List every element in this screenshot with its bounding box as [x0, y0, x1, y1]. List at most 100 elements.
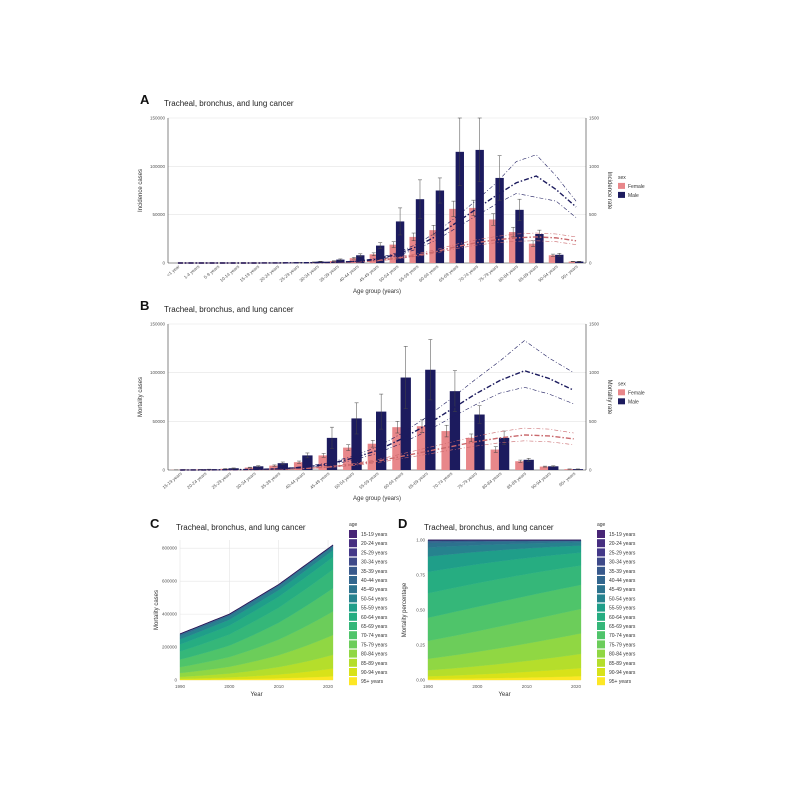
- bar-female: [568, 261, 578, 263]
- x-tick-label: 35-39 years: [260, 470, 282, 490]
- legend-swatch: [618, 398, 625, 405]
- legend-swatch: [597, 612, 605, 621]
- x-tick-label: 95+ years: [560, 263, 579, 280]
- legend-swatch: [349, 576, 357, 584]
- legend-label: 35-39 years: [609, 569, 636, 575]
- x-tick-label: 15-19 years: [239, 263, 261, 283]
- x-tick-label: 30-34 years: [299, 263, 321, 283]
- legend-swatch: [597, 649, 605, 658]
- x-tick-label: 30-34 years: [235, 470, 257, 490]
- legend-label: 15-19 years: [361, 532, 388, 538]
- x-tick-label: 55-59 years: [358, 470, 380, 490]
- bar-female: [429, 230, 438, 263]
- y-tick-label: 0.25: [416, 643, 425, 648]
- legend-swatch: [349, 603, 357, 612]
- legend-swatch: [597, 585, 605, 594]
- legend-label: 90-94 years: [361, 670, 388, 676]
- y-tick-label: 0.00: [416, 678, 425, 683]
- x-tick-label: 45-49 years: [358, 263, 380, 283]
- x-tick-label: 95+ years: [558, 470, 577, 487]
- legend-swatch: [597, 539, 605, 548]
- y-tick-label: 600000: [162, 579, 178, 584]
- x-tick-label: 2020: [571, 684, 582, 689]
- y-tick-label: 0: [174, 678, 177, 683]
- bar-male: [336, 259, 345, 263]
- x-tick-label: 15-19 years: [162, 470, 184, 490]
- x-tick-label: 10-14 years: [219, 263, 241, 283]
- bar-female: [515, 461, 526, 470]
- x-axis-label: Year: [498, 692, 510, 698]
- y2-tick-label: 1000: [589, 164, 600, 169]
- legend-label: 85-89 years: [361, 661, 388, 667]
- x-tick-label: 2000: [472, 684, 483, 689]
- x-tick-label: 2020: [323, 684, 334, 689]
- bar-male: [415, 199, 425, 263]
- x-tick-label: 90-94 years: [537, 263, 559, 283]
- bar-male: [356, 255, 365, 263]
- legend-title: age: [349, 522, 358, 528]
- bar-male: [425, 369, 436, 470]
- legend-swatch: [349, 640, 357, 649]
- legend-swatch: [349, 649, 357, 658]
- legend-swatch: [597, 640, 605, 649]
- y-tick-label: 150000: [150, 116, 166, 121]
- legend-swatch: [597, 677, 605, 686]
- panel-A: A Tracheal, bronchus, and lung cancer 0 500…: [138, 92, 645, 295]
- legend-label: 45-49 years: [361, 587, 388, 593]
- bar-female: [466, 437, 477, 470]
- legend-label: 95+ years: [609, 679, 632, 685]
- bar-female: [318, 455, 329, 470]
- panel-letter-A: A: [140, 92, 150, 107]
- legend-label: 40-44 years: [609, 578, 636, 584]
- legend-label: Male: [628, 193, 639, 199]
- panel-C: C Tracheal, bronchus, and lung cancer 0 200…: [150, 516, 388, 698]
- bar-male: [474, 414, 485, 470]
- bar-female: [392, 427, 403, 470]
- x-tick-label: 20-24 years: [186, 470, 208, 490]
- panel-D: D Tracheal, bronchus, and lung cancer 0.00…: [398, 516, 636, 698]
- x-tick-label: 2010: [274, 684, 285, 689]
- bar-female: [349, 258, 359, 263]
- legend-swatch: [597, 622, 605, 630]
- legend-label: 20-24 years: [609, 541, 636, 547]
- y2-axis-label: Mortality rate: [606, 380, 612, 415]
- legend-swatch: [597, 557, 605, 566]
- legend-label: Female: [628, 184, 645, 190]
- legend-label: 95+ years: [361, 679, 384, 685]
- x-tick-label: 25-29 years: [279, 263, 301, 283]
- y2-tick-label: 500: [589, 212, 597, 217]
- bar-male: [376, 411, 387, 470]
- area-outline: [179, 544, 334, 635]
- legend-swatch: [597, 603, 605, 612]
- x-tick-label: 35-39 years: [318, 263, 340, 283]
- x-tick-label: 1-4 years: [183, 263, 201, 279]
- x-tick-label: 60-64 years: [418, 263, 440, 283]
- bar-male: [498, 437, 510, 470]
- y-axis-label: Mortality cases: [154, 590, 160, 630]
- bar-female: [490, 449, 501, 470]
- legend-label: 60-64 years: [609, 615, 636, 621]
- y2-tick-label: 0: [589, 261, 592, 266]
- legend-label: 75-79 years: [361, 642, 388, 648]
- legend-label: 90-94 years: [609, 670, 636, 676]
- legend-swatch: [349, 585, 357, 594]
- panel-letter-D: D: [398, 516, 407, 531]
- legend-label: 70-74 years: [361, 633, 388, 639]
- legend-swatch: [349, 622, 357, 630]
- x-tick-label: 75-79 years: [457, 470, 479, 490]
- bar-male: [302, 455, 313, 470]
- legend-label: 75-79 years: [609, 642, 636, 648]
- bar-male: [400, 377, 411, 470]
- bar-male: [395, 221, 405, 263]
- legend-swatch: [349, 548, 357, 557]
- legend-title: sex: [618, 381, 626, 387]
- x-tick-label: 65-69 years: [407, 470, 429, 490]
- legend-title: sex: [618, 175, 626, 181]
- legend-label: 65-69 years: [361, 624, 388, 630]
- legend-label: 55-59 years: [361, 606, 388, 612]
- panel-letter-C: C: [150, 516, 160, 531]
- bar-male: [435, 190, 445, 263]
- legend-label: 35-39 years: [361, 569, 388, 575]
- legend-label: 25-29 years: [609, 550, 636, 556]
- x-tick-label: 80-84 years: [498, 263, 520, 283]
